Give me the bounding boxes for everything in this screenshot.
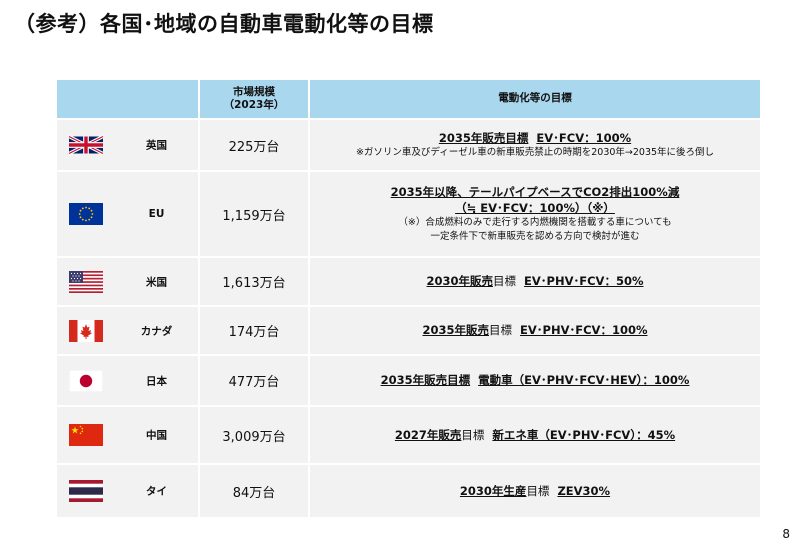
table-header-row: 市場規模 （2023年） 電動化等の目標 bbox=[57, 80, 760, 118]
target-text: 2030年販売目標 EV･PHV･FCV：50% bbox=[426, 274, 644, 289]
country-name: EU bbox=[148, 208, 165, 220]
canada-flag-icon bbox=[69, 319, 103, 342]
target-cell: 2027年販売目標 新エネ車（EV･PHV･FCV）：45% bbox=[310, 407, 760, 463]
country-cell: タイ bbox=[57, 465, 198, 517]
table-row-uk: 英国 225万台 2035年販売目標 EV･FCV：100% ※ガソリン車及びデ… bbox=[57, 120, 760, 170]
header-market-year: （2023年） bbox=[223, 99, 285, 111]
country-name: タイ bbox=[146, 485, 167, 498]
market-size-value: 3,009万台 bbox=[200, 407, 308, 463]
market-size-value: 225万台 bbox=[200, 120, 308, 170]
page-title: （参考）各国･地域の自動車電動化等の目標 bbox=[14, 12, 434, 36]
target-text: 2035年販売目標 EV･FCV：100% bbox=[438, 130, 632, 145]
table-row-thailand: タイ 84万台 2030年生産目標 ZEV30% bbox=[57, 465, 760, 517]
target-cell: 2030年販売目標 EV･PHV･FCV：50% bbox=[310, 258, 760, 305]
country-name: 英国 bbox=[146, 139, 167, 152]
country-name: カナダ bbox=[140, 325, 173, 337]
table-row-canada: カナダ 174万台 2035年販売目標 EV･PHV･FCV：100% bbox=[57, 307, 760, 354]
table-row-china: 中国 3,009万台 2027年販売目標 新エネ車（EV･PHV･FCV）：45… bbox=[57, 407, 760, 463]
target-text: 2030年生産目標 ZEV30% bbox=[459, 483, 611, 498]
target-note: （※）合成燃料のみで走行する内燃機関を搭載する車についても 一定条件下で新車販売… bbox=[398, 216, 672, 243]
market-size-value: 1,159万台 bbox=[200, 172, 308, 256]
country-cell: 中国 bbox=[57, 407, 198, 463]
header-market-size: 市場規模 （2023年） bbox=[200, 80, 308, 118]
target-cell: 2030年生産目標 ZEV30% bbox=[310, 465, 760, 517]
market-size-value: 174万台 bbox=[200, 307, 308, 354]
eu-flag-icon bbox=[69, 203, 103, 225]
country-name: 日本 bbox=[146, 375, 167, 387]
page-number: 8 bbox=[782, 527, 790, 541]
target-cell: 2035年販売目標 電動車（EV･PHV･FCV･HEV）：100% bbox=[310, 356, 760, 405]
target-text: 2035年以降、テールパイプベースでCO2排出100%減 （≒ EV･FCV：1… bbox=[390, 184, 680, 215]
china-flag-icon bbox=[69, 424, 103, 446]
table-row-eu: EU 1,159万台 2035年以降、テールパイプベースでCO2排出100%減 … bbox=[57, 172, 760, 256]
market-size-value: 84万台 bbox=[200, 465, 308, 517]
header-country bbox=[57, 80, 198, 118]
ev-targets-table: 市場規模 （2023年） 電動化等の目標 英国 2 bbox=[55, 78, 762, 519]
header-market-label: 市場規模 bbox=[233, 85, 275, 98]
country-cell: カナダ bbox=[57, 307, 198, 354]
target-cell: 2035年以降、テールパイプベースでCO2排出100%減 （≒ EV･FCV：1… bbox=[310, 172, 760, 256]
market-size-value: 477万台 bbox=[200, 356, 308, 405]
target-cell: 2035年販売目標 EV･FCV：100% ※ガソリン車及びディーゼル車の新車販… bbox=[310, 120, 760, 170]
target-note: ※ガソリン車及びディーゼル車の新車販売禁止の時期を2030年→2035年に後ろ倒… bbox=[355, 146, 715, 158]
country-cell: EU bbox=[57, 172, 198, 256]
table-row-japan: 日本 477万台 2035年販売目標 電動車（EV･PHV･FCV･HEV）：1… bbox=[57, 356, 760, 405]
thailand-flag-icon bbox=[69, 480, 103, 502]
table-row-us: 米国 1,613万台 2030年販売目標 EV･PHV･FCV：50% bbox=[57, 258, 760, 305]
target-text: 2035年販売目標 電動車（EV･PHV･FCV･HEV）：100% bbox=[380, 373, 690, 388]
us-flag-icon bbox=[69, 270, 103, 293]
market-size-value: 1,613万台 bbox=[200, 258, 308, 305]
country-name: 中国 bbox=[146, 429, 167, 442]
target-text: 2035年販売目標 EV･PHV･FCV：100% bbox=[422, 323, 648, 338]
target-cell: 2035年販売目標 EV･PHV･FCV：100% bbox=[310, 307, 760, 354]
country-cell: 米国 bbox=[57, 258, 198, 305]
japan-flag-icon bbox=[69, 369, 103, 392]
uk-flag-icon bbox=[69, 134, 103, 156]
target-text: 2027年販売目標 新エネ車（EV･PHV･FCV）：45% bbox=[394, 427, 676, 442]
country-cell: 日本 bbox=[57, 356, 198, 405]
header-target: 電動化等の目標 bbox=[310, 80, 760, 118]
country-cell: 英国 bbox=[57, 120, 198, 170]
country-name: 米国 bbox=[146, 276, 167, 288]
